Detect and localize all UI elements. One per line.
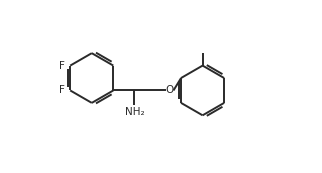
Text: F: F (59, 85, 65, 95)
Text: O: O (166, 85, 174, 95)
Text: NH₂: NH₂ (125, 107, 144, 117)
Text: F: F (59, 61, 65, 71)
